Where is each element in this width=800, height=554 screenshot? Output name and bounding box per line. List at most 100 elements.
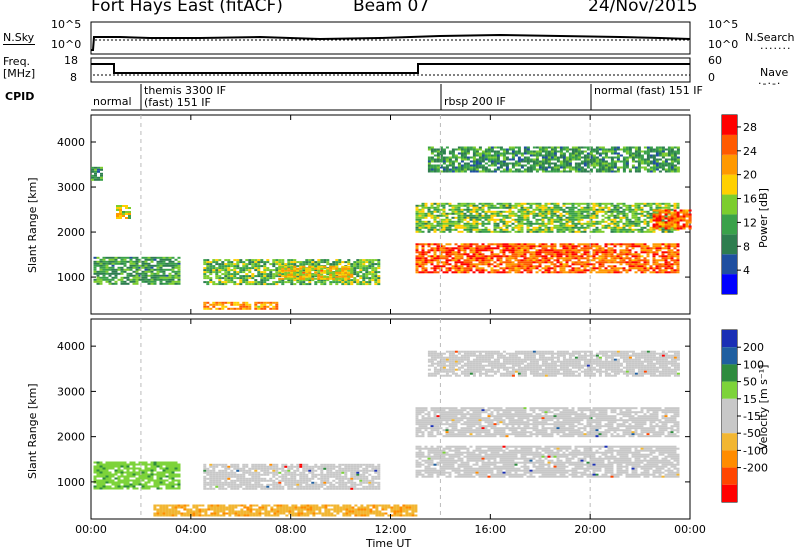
scatter-cell [302, 475, 306, 478]
scatter-cell [245, 301, 249, 304]
scatter-cell [293, 263, 297, 266]
scatter-cell [135, 463, 139, 466]
scatter-cell [493, 265, 497, 268]
scatter-cell [209, 267, 213, 270]
scatter-cell [508, 152, 512, 155]
scatter-cell [655, 261, 659, 264]
scatter-cell [568, 158, 572, 161]
scatter-cell [472, 162, 476, 165]
scatter-cell [463, 218, 467, 221]
scatter-cell [114, 465, 118, 468]
scatter-cell [174, 266, 178, 269]
scatter-cell [353, 279, 357, 282]
scatter-cell [676, 150, 680, 153]
scatter-cell [430, 249, 434, 252]
scatter-cell [520, 267, 524, 270]
scatter-cell [538, 162, 542, 165]
scatter-cell [640, 150, 644, 153]
scatter-cell [613, 245, 617, 248]
scatter-cell [424, 259, 428, 262]
scatter-cell [568, 271, 572, 274]
scatter-cell [227, 475, 231, 478]
scatter-cell [658, 249, 662, 252]
scatter-cell [505, 150, 509, 153]
scatter-cell [275, 275, 279, 278]
scatter-cell [171, 469, 175, 472]
scatter-cell [433, 251, 437, 254]
scatter-cell [556, 170, 560, 173]
scatter-cell [664, 247, 668, 250]
scatter-cell [206, 267, 210, 270]
scatter-cell [553, 243, 557, 246]
scatter-cell [568, 170, 572, 173]
scatter-cell [655, 213, 659, 216]
scatter-cell [469, 208, 473, 211]
scatter-cell [472, 265, 476, 268]
scatter-cell [448, 168, 452, 171]
scatter-cell [553, 220, 557, 223]
scatter-cell [203, 463, 207, 466]
scatter-cell [230, 475, 234, 478]
scatter-cell [263, 465, 267, 468]
scatter-cell [442, 263, 446, 266]
scatter-cell [514, 269, 518, 272]
scatter-cell [568, 152, 572, 155]
scatter-cell [646, 160, 650, 163]
scatter-cell [520, 160, 524, 163]
scatter-cell [628, 263, 632, 266]
scatter-cell [377, 463, 381, 466]
scatter-cell [601, 259, 605, 262]
scatter-cell [111, 467, 115, 470]
scatter-cell [445, 168, 449, 171]
scatter-cell [224, 277, 228, 280]
scatter-cell [508, 202, 512, 205]
scatter-cell [601, 263, 605, 266]
scatter-cell [592, 166, 596, 169]
scatter-cell [156, 479, 160, 482]
scatter-cell [535, 208, 539, 211]
scatter-cell [353, 277, 357, 280]
scatter-cell [209, 307, 213, 310]
scatter-cell [96, 467, 100, 470]
scatter-cell [451, 156, 455, 159]
scatter-cell [661, 206, 665, 209]
scatter-cell [673, 156, 677, 159]
scatter-cell [314, 271, 318, 274]
scatter-cell [673, 204, 677, 207]
scatter-cell [421, 263, 425, 266]
scatter-cell [418, 255, 422, 258]
scatter-cell [317, 467, 321, 470]
scatter-cell [607, 265, 611, 268]
scatter-cell [251, 281, 255, 284]
scatter-cell [156, 487, 160, 490]
scatter-cell [586, 162, 590, 165]
scatter-cell [329, 281, 333, 284]
scatter-cell [421, 224, 425, 227]
scatter-cell [592, 228, 596, 231]
scatter-cell [616, 202, 620, 205]
scatter-cell [586, 214, 590, 217]
scatter-cell [670, 267, 674, 270]
scatter-cell [664, 152, 668, 155]
scatter-cell [335, 267, 339, 270]
scatter-cell [99, 485, 103, 488]
scatter-cell [314, 281, 318, 284]
scatter-cell [619, 253, 623, 256]
scatter-cell [583, 245, 587, 248]
scatter-cell [553, 162, 557, 165]
scatter-cell [514, 212, 518, 215]
scatter-cell [299, 277, 303, 280]
scatter-cell [478, 166, 482, 169]
scatter-cell [427, 245, 431, 248]
scatter-cell [577, 214, 581, 217]
scatter-cell [457, 251, 461, 254]
scatter-cell [640, 202, 644, 205]
scatter-cell [643, 152, 647, 155]
scatter-cell [655, 251, 659, 254]
scatter-cell [622, 208, 626, 211]
scatter-cell [505, 156, 509, 159]
scatter-cell [568, 154, 572, 157]
scatter-cell [332, 275, 336, 278]
scatter-cell [254, 267, 258, 270]
scatter-cell [658, 247, 662, 250]
